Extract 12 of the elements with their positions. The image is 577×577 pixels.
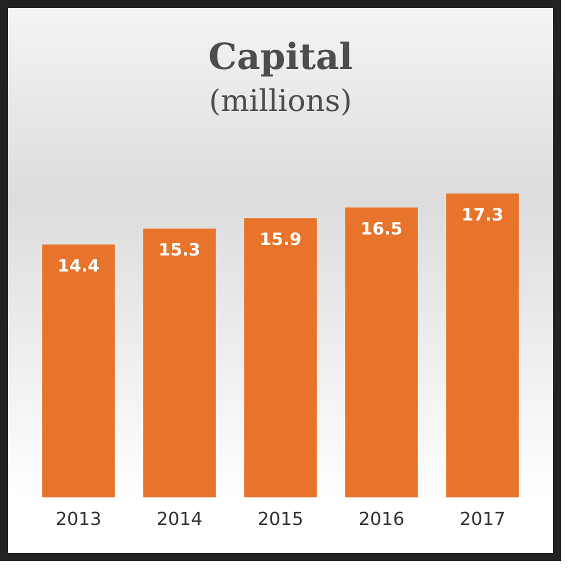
data-label: 16.5 — [360, 219, 402, 240]
x-tick-label: 2014 — [156, 508, 202, 530]
data-label: 17.3 — [462, 205, 504, 226]
x-tick-label: 2016 — [358, 508, 404, 530]
data-label: 15.9 — [260, 230, 302, 250]
x-tick-label: 2017 — [460, 508, 506, 530]
chart-title: Capital — [208, 36, 353, 78]
chart-subtitle: (millions) — [208, 84, 352, 119]
data-label: 15.3 — [158, 240, 200, 261]
x-tick-label: 2015 — [258, 508, 304, 530]
x-tick-label: 2013 — [56, 508, 102, 530]
data-label: 14.4 — [58, 256, 100, 276]
